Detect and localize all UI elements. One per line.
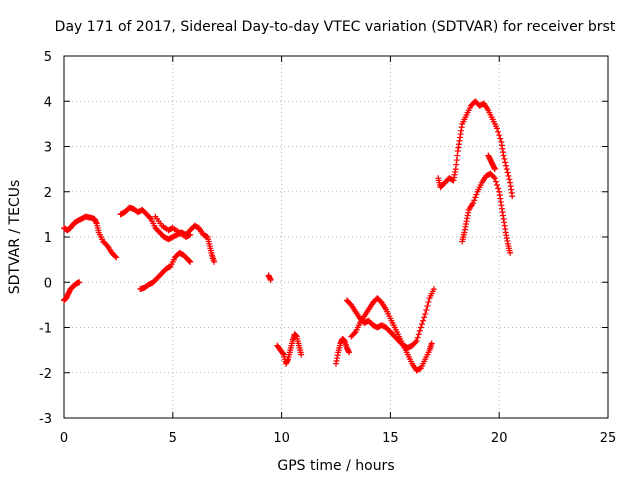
data-point <box>472 194 479 201</box>
data-point <box>506 176 513 183</box>
y-tick-label: 0 <box>44 276 52 291</box>
data-point <box>496 132 503 139</box>
x-axis-label: GPS time / hours <box>277 458 394 474</box>
data-point <box>491 175 498 182</box>
x-tick-label: 15 <box>382 431 399 446</box>
data-point <box>509 193 516 200</box>
data-point <box>495 185 502 192</box>
data-point <box>421 314 428 321</box>
data-point <box>507 249 514 256</box>
data-point <box>501 155 508 162</box>
x-tick-label: 20 <box>491 431 508 446</box>
y-tick-label: -2 <box>39 367 52 382</box>
data-point <box>492 178 499 185</box>
y-tick-label: 2 <box>44 186 52 201</box>
x-tick-label: 0 <box>60 431 68 446</box>
data-point <box>420 317 427 324</box>
y-tick-label: -1 <box>39 322 52 337</box>
data-point <box>112 253 119 260</box>
data-point <box>187 258 194 265</box>
data-point <box>187 231 194 238</box>
y-tick-label: 5 <box>44 50 52 65</box>
data-point <box>495 128 502 135</box>
data-point <box>471 197 478 204</box>
data-point <box>500 152 507 159</box>
data-point <box>415 331 422 338</box>
data-point <box>346 349 353 356</box>
chart-title: Day 171 of 2017, Sidereal Day-to-day VTE… <box>55 19 616 35</box>
data-point <box>418 321 425 328</box>
y-tick-label: 1 <box>44 231 52 246</box>
data-point <box>417 324 424 331</box>
data-point <box>497 135 504 142</box>
data-point <box>412 339 419 346</box>
data-point <box>473 191 480 198</box>
y-tick-label: 4 <box>44 95 52 110</box>
data-point <box>416 327 423 334</box>
data-point <box>425 299 432 306</box>
data-point <box>503 162 509 169</box>
y-axis-label: SDTVAR / TECUs <box>7 180 23 295</box>
data-point <box>424 303 431 310</box>
chart-grid <box>64 56 608 418</box>
data-point <box>428 340 435 347</box>
data-points <box>61 98 516 374</box>
data-point <box>494 125 501 132</box>
y-axis-ticks: -3 -2 -1 0 1 2 3 4 5 <box>39 50 608 427</box>
data-point <box>267 276 274 283</box>
data-point <box>430 286 437 293</box>
data-point <box>298 351 305 358</box>
x-axis-ticks: 0 5 10 15 20 25 <box>60 56 616 446</box>
data-point <box>351 330 358 337</box>
data-point <box>414 334 421 341</box>
data-point <box>423 306 430 313</box>
data-point <box>505 172 512 179</box>
data-point <box>146 214 153 221</box>
data-point <box>422 310 429 317</box>
data-point <box>113 254 120 261</box>
x-tick-label: 5 <box>169 431 177 446</box>
y-tick-label: -3 <box>39 412 52 427</box>
data-point <box>491 166 498 173</box>
data-point <box>502 159 509 166</box>
data-point <box>494 181 501 188</box>
y-tick-label: 3 <box>44 141 52 156</box>
data-point <box>279 350 286 357</box>
data-point <box>211 258 218 265</box>
data-point <box>490 174 497 181</box>
data-point <box>504 169 511 176</box>
x-tick-label: 10 <box>273 431 290 446</box>
data-point <box>470 200 477 207</box>
data-point <box>503 166 510 173</box>
data-point <box>76 279 83 286</box>
data-point <box>413 338 420 345</box>
x-tick-label: 25 <box>600 431 617 446</box>
